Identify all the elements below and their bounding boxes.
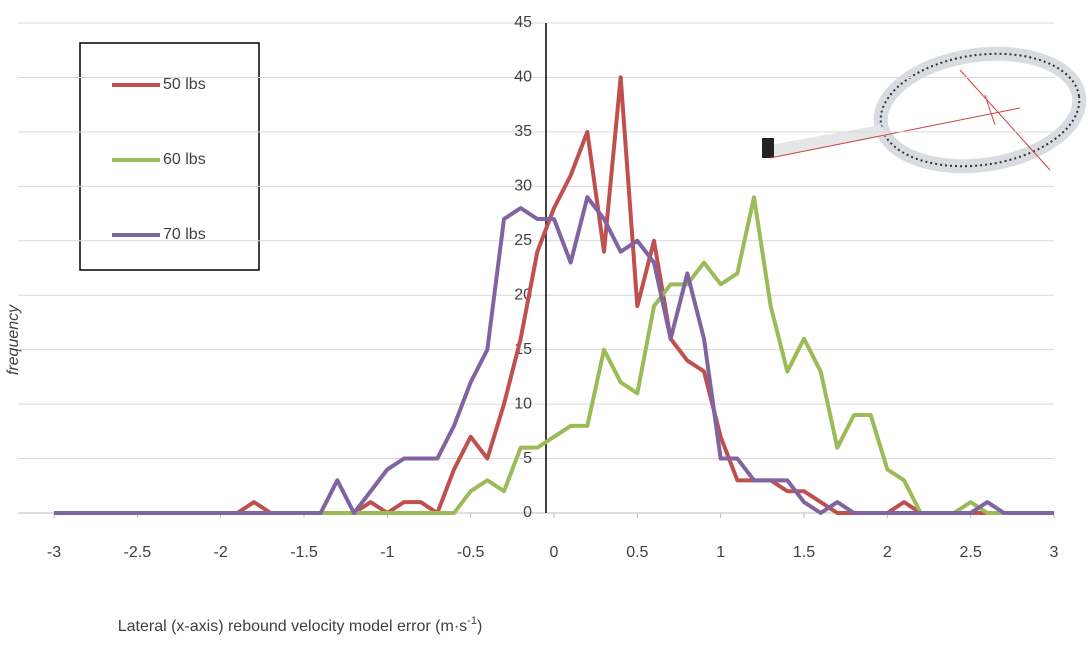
x-tick-label: 0: [550, 544, 559, 561]
y-axis-label: frequency: [5, 304, 22, 375]
x-tick-label: 2.5: [960, 544, 982, 561]
x-axis-label-sup: -1: [467, 615, 477, 627]
y-tick-label: 0: [523, 504, 532, 521]
y-tick-label: 45: [514, 14, 532, 31]
x-axis-label: Lateral (x-axis) rebound velocity model …: [118, 615, 483, 635]
x-tick-label: 1.5: [793, 544, 815, 561]
x-tick-label: 3: [1050, 544, 1059, 561]
y-tick-label: 25: [514, 232, 532, 249]
x-tick-label: -1.5: [290, 544, 318, 561]
legend-label: 70 lbs: [163, 226, 206, 243]
x-axis-label-end: ): [477, 618, 482, 635]
legend-box: [79, 42, 260, 271]
x-tick-label: -1: [380, 544, 394, 561]
x-axis-label-text: Lateral (x-axis) rebound velocity model …: [118, 618, 467, 635]
y-tick-label: 10: [514, 395, 532, 412]
x-tick-label: -2: [214, 544, 228, 561]
x-tick-label: 2: [883, 544, 892, 561]
series-line: [54, 195, 1054, 515]
x-tick-label: -2.5: [124, 544, 152, 561]
y-tick-label: 40: [514, 69, 532, 86]
legend-label: 60 lbs: [163, 151, 206, 168]
y-tick-label: 5: [523, 450, 532, 467]
x-tick-label: 0.5: [626, 544, 648, 561]
y-tick-label: 35: [514, 123, 532, 140]
x-tick-label: -3: [47, 544, 61, 561]
legend-label: 50 lbs: [163, 76, 206, 93]
x-tick-label: 1: [716, 544, 725, 561]
x-tick-label: -0.5: [457, 544, 485, 561]
racket-illustration: [762, 46, 1087, 174]
y-tick-label: 30: [514, 178, 532, 195]
